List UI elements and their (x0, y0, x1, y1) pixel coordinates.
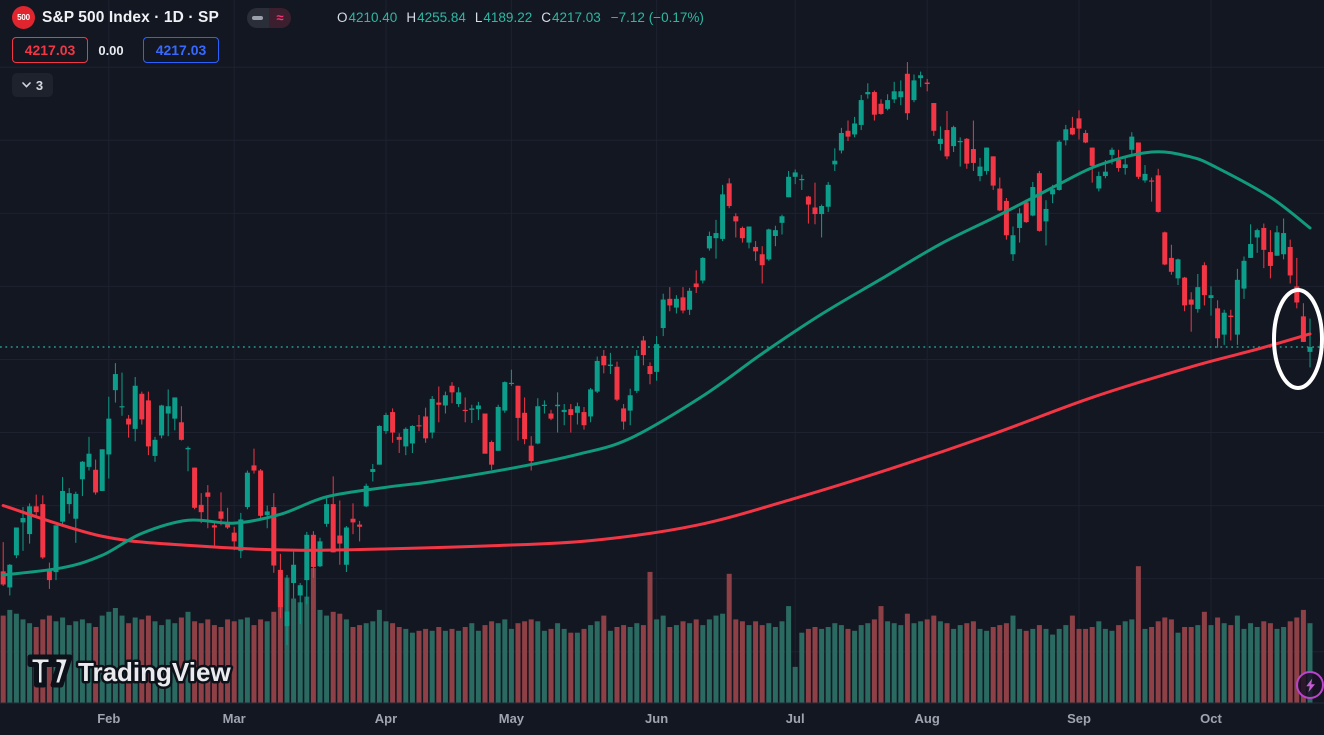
svg-text:Sep: Sep (1067, 711, 1091, 726)
symbol-legend: 500 S&P 500 Index · 1D · SP ≈ (12, 6, 291, 29)
svg-text:Oct: Oct (1200, 711, 1222, 726)
open-value: 4210.40 (348, 10, 398, 25)
bar-style-button[interactable] (246, 7, 269, 28)
indicators-count: 3 (35, 77, 44, 93)
dash-icon (252, 15, 264, 20)
svg-text:Jun: Jun (645, 711, 668, 726)
ma-line-slow[interactable] (1, 332, 1312, 552)
high-value: 4255.84 (417, 10, 466, 25)
low-value: 4189.22 (483, 10, 533, 25)
ma-line-fast[interactable] (1, 150, 1312, 577)
indicators-collapse-button[interactable]: 3 (12, 73, 53, 97)
spread-value: 0.00 (98, 42, 124, 58)
lightning-icon (1305, 678, 1315, 692)
svg-text:Aug: Aug (915, 711, 940, 726)
instant-order-lightning-button[interactable] (1296, 671, 1324, 699)
time-axis-labels: Feb Mar Apr May Jun Jul Aug Sep Oct (97, 711, 1222, 726)
approx-icon: ≈ (276, 10, 284, 25)
svg-text:Feb: Feb (97, 711, 120, 726)
close-value: 4217.03 (551, 10, 601, 25)
sell-button[interactable]: 4217.03 (12, 37, 88, 63)
open-label: O (337, 10, 348, 25)
approx-toggle-button[interactable]: ≈ (268, 7, 291, 28)
annotation-ellipse[interactable] (1272, 288, 1324, 390)
buy-button[interactable]: 4217.03 (143, 37, 219, 63)
change-value: −7.12 (−0.17%) (610, 10, 704, 25)
svg-text:May: May (499, 711, 525, 726)
svg-text:Apr: Apr (375, 711, 397, 726)
svg-text:Jul: Jul (786, 711, 805, 726)
chevron-down-icon (22, 82, 31, 88)
symbol-title[interactable]: S&P 500 Index · 1D · SP (42, 8, 219, 26)
gridlines (0, 0, 1324, 703)
volume-bars (0, 566, 1313, 703)
svg-text:Mar: Mar (223, 711, 246, 726)
low-label: L (474, 10, 483, 25)
symbol-logo: 500 (12, 6, 35, 29)
style-toggle: ≈ (246, 7, 291, 28)
ohlc-readout: O4210.40 H4255.84 L4189.22 C4217.03 −7.1… (337, 10, 704, 25)
high-label: H (406, 10, 417, 25)
trade-buttons: 4217.03 0.00 4217.03 (12, 37, 219, 63)
close-label: C (541, 10, 551, 25)
